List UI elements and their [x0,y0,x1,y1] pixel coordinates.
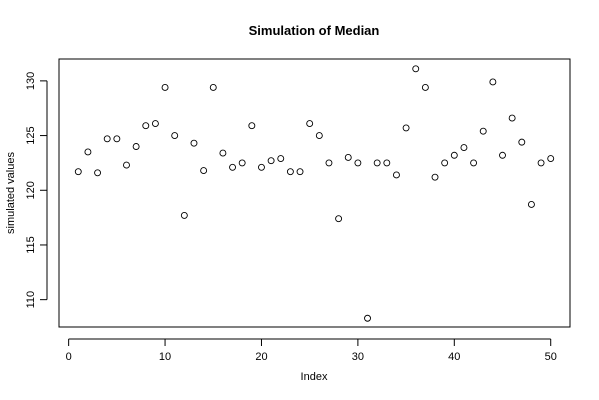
data-point [171,132,179,140]
x-tick-label: 30 [352,351,364,363]
data-point [248,122,256,130]
data-point [103,135,111,143]
data-point [219,149,227,157]
data-point [450,151,458,159]
data-point [402,124,410,132]
data-point [238,159,246,167]
y-tick-label: 115 [25,236,37,254]
data-point [460,144,468,152]
x-tick-label: 20 [255,351,267,363]
data-point [306,120,314,127]
data-point [499,151,506,159]
data-point [479,127,487,135]
data-point [431,173,439,181]
y-tick-label: 120 [25,181,37,199]
data-point [354,159,362,167]
x-tick-label: 40 [448,351,460,363]
data-point [344,153,352,161]
data-point [190,139,198,147]
data-point [315,132,323,140]
data-point [518,138,526,146]
x-axis-label: Index [301,371,328,383]
data-point [277,155,285,162]
data-points [74,65,555,322]
data-point [180,211,188,219]
data-point [412,65,420,73]
data-point [229,163,236,171]
data-point [383,159,391,167]
y-tick-label: 130 [25,72,37,90]
data-point [286,168,294,176]
data-point [325,159,333,167]
x-axis: 0 10 20 30 40 50 [66,338,557,363]
data-point [441,159,449,167]
data-point [527,201,535,208]
data-point [142,122,150,130]
data-point [393,171,400,179]
plot-area [58,58,571,328]
x-tick-label: 0 [66,351,72,363]
data-point [489,78,497,86]
data-point [421,83,429,91]
data-point [296,168,304,176]
x-tick-label: 50 [545,351,557,363]
data-point [335,215,343,223]
data-point [74,168,82,176]
data-point [161,83,169,91]
data-point [547,155,555,162]
chart-title: Simulation of Median [249,23,380,38]
data-point [373,159,381,167]
data-point [470,159,478,167]
data-point [132,143,140,150]
data-point [209,83,217,91]
y-axis: 110 115 120 125 130 [25,72,48,309]
data-point [508,114,516,122]
data-point [364,314,371,322]
data-point [151,120,159,127]
data-point [94,169,102,177]
data-point [267,157,275,165]
y-axis-label: simulated values [5,152,17,234]
data-point [84,148,92,156]
data-point [200,167,208,175]
data-point [123,161,130,169]
y-tick-label: 125 [25,126,37,144]
data-point [113,135,121,143]
y-tick-label: 110 [25,291,37,309]
x-tick-label: 10 [159,351,171,363]
data-point [537,159,545,167]
data-point [258,163,265,171]
